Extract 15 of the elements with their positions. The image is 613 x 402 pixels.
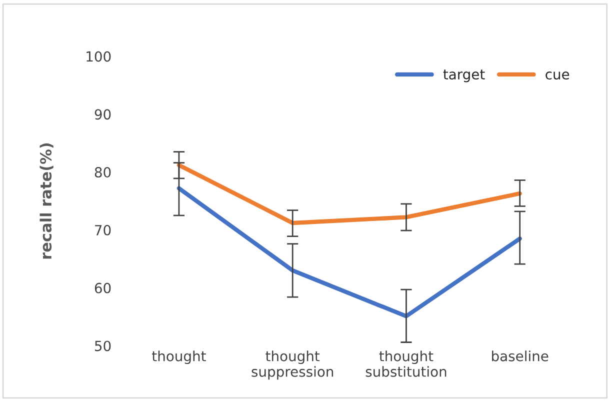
y-tick-label: 60 [94, 282, 111, 294]
x-tick-label: baseline [492, 350, 548, 362]
x-tick-label: thought substitution [366, 350, 446, 377]
line-series [176, 186, 522, 318]
y-tick-label: 90 [94, 109, 111, 120]
y-tick-label: 100 [86, 51, 111, 62]
y-tick-label: 70 [95, 224, 111, 236]
y-tick-label: 50 [95, 340, 111, 352]
y-axis-title: recall rate(%) [40, 143, 54, 259]
line-series [176, 163, 522, 226]
y-tick-label: 80 [94, 167, 111, 178]
x-tick-label: thought [152, 350, 206, 364]
legend-label: cue [546, 72, 570, 80]
legend-label: target [443, 70, 485, 82]
x-tick-label: thought suppression [252, 350, 334, 380]
